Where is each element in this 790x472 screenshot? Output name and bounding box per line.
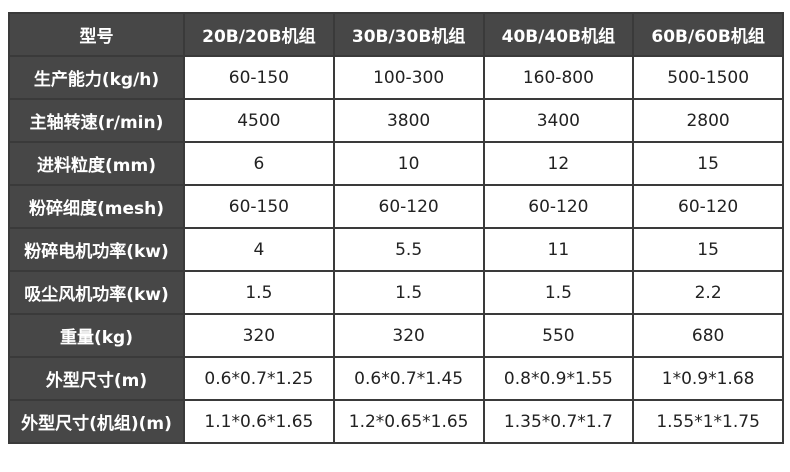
table-row: 重量(kg) 320 320 550 680 xyxy=(8,313,784,358)
table-cell: 0.8*0.9*1.55 xyxy=(482,356,635,401)
table-cell: 10 xyxy=(332,141,485,186)
table-cell: 11 xyxy=(482,227,635,272)
row-label: 粉碎细度(mesh) xyxy=(8,184,185,229)
table-cell: 100-300 xyxy=(332,55,485,100)
table-cell: 1*0.9*1.68 xyxy=(632,356,784,401)
table-cell: 2.2 xyxy=(632,270,784,315)
table-cell: 160-800 xyxy=(482,55,635,100)
table-cell: 320 xyxy=(332,313,485,358)
table-row: 粉碎电机功率(kw) 4 5.5 11 15 xyxy=(8,227,784,272)
table-cell: 2800 xyxy=(632,98,784,143)
table-cell: 60-150 xyxy=(183,55,335,100)
table-cell: 15 xyxy=(632,141,784,186)
row-label: 吸尘风机功率(kw) xyxy=(8,270,185,315)
table-cell: 4500 xyxy=(183,98,335,143)
table-cell: 1.35*0.7*1.7 xyxy=(482,399,635,444)
table-row: 主轴转速(r/min) 4500 3800 3400 2800 xyxy=(8,98,784,143)
table-cell: 550 xyxy=(482,313,635,358)
table-cell: 12 xyxy=(482,141,635,186)
table-cell: 60-120 xyxy=(632,184,784,229)
table-cell: 3400 xyxy=(482,98,635,143)
table-row: 粉碎细度(mesh) 60-150 60-120 60-120 60-120 xyxy=(8,184,784,229)
table-cell: 60-150 xyxy=(183,184,335,229)
table-cell: 1.2*0.65*1.65 xyxy=(332,399,485,444)
table-cell: 680 xyxy=(632,313,784,358)
table-cell: 15 xyxy=(632,227,784,272)
table-row: 外型尺寸(m) 0.6*0.7*1.25 0.6*0.7*1.45 0.8*0.9*1… xyxy=(8,356,784,401)
table-cell: 320 xyxy=(183,313,335,358)
row-label: 主轴转速(r/min) xyxy=(8,98,185,143)
table-cell: 60-120 xyxy=(332,184,485,229)
header-row: 型号 20B/20B机组 30B/30B机组 40B/40B机组 60B/60B机组 xyxy=(8,12,784,57)
table-body: 生产能力(kg/h) 60-150 100-300 160-800 500-1500 主轴… xyxy=(8,55,784,444)
table-row: 外型尺寸(机组)(m) 1.1*0.6*1.65 1.2*0.65*1.65 1.35… xyxy=(8,399,784,444)
table-row: 吸尘风机功率(kw) 1.5 1.5 1.5 2.2 xyxy=(8,270,784,315)
table-cell: 60-120 xyxy=(482,184,635,229)
table-cell: 1.5 xyxy=(332,270,485,315)
table-row: 进料粒度(mm) 6 10 12 15 xyxy=(8,141,784,186)
table-row: 生产能力(kg/h) 60-150 100-300 160-800 500-1500 xyxy=(8,55,784,100)
table-cell: 5.5 xyxy=(332,227,485,272)
spec-table: 型号 20B/20B机组 30B/30B机组 40B/40B机组 60B/60B机组 生… xyxy=(8,12,784,444)
header-cell: 型号 xyxy=(8,12,185,57)
table-cell: 0.6*0.7*1.25 xyxy=(183,356,335,401)
header-cell: 40B/40B机组 xyxy=(482,12,635,57)
row-label: 粉碎电机功率(kw) xyxy=(8,227,185,272)
table-cell: 4 xyxy=(183,227,335,272)
table-cell: 500-1500 xyxy=(632,55,784,100)
header-cell: 60B/60B机组 xyxy=(632,12,784,57)
header-cell: 20B/20B机组 xyxy=(183,12,335,57)
table-cell: 6 xyxy=(183,141,335,186)
row-label: 外型尺寸(m) xyxy=(8,356,185,401)
row-label: 重量(kg) xyxy=(8,313,185,358)
table-cell: 1.5 xyxy=(183,270,335,315)
row-label: 外型尺寸(机组)(m) xyxy=(8,399,185,444)
row-label: 生产能力(kg/h) xyxy=(8,55,185,100)
table-cell: 3800 xyxy=(332,98,485,143)
table-cell: 0.6*0.7*1.45 xyxy=(332,356,485,401)
table-cell: 1.55*1*1.75 xyxy=(632,399,784,444)
table-cell: 1.1*0.6*1.65 xyxy=(183,399,335,444)
header-cell: 30B/30B机组 xyxy=(332,12,485,57)
row-label: 进料粒度(mm) xyxy=(8,141,185,186)
table-cell: 1.5 xyxy=(482,270,635,315)
